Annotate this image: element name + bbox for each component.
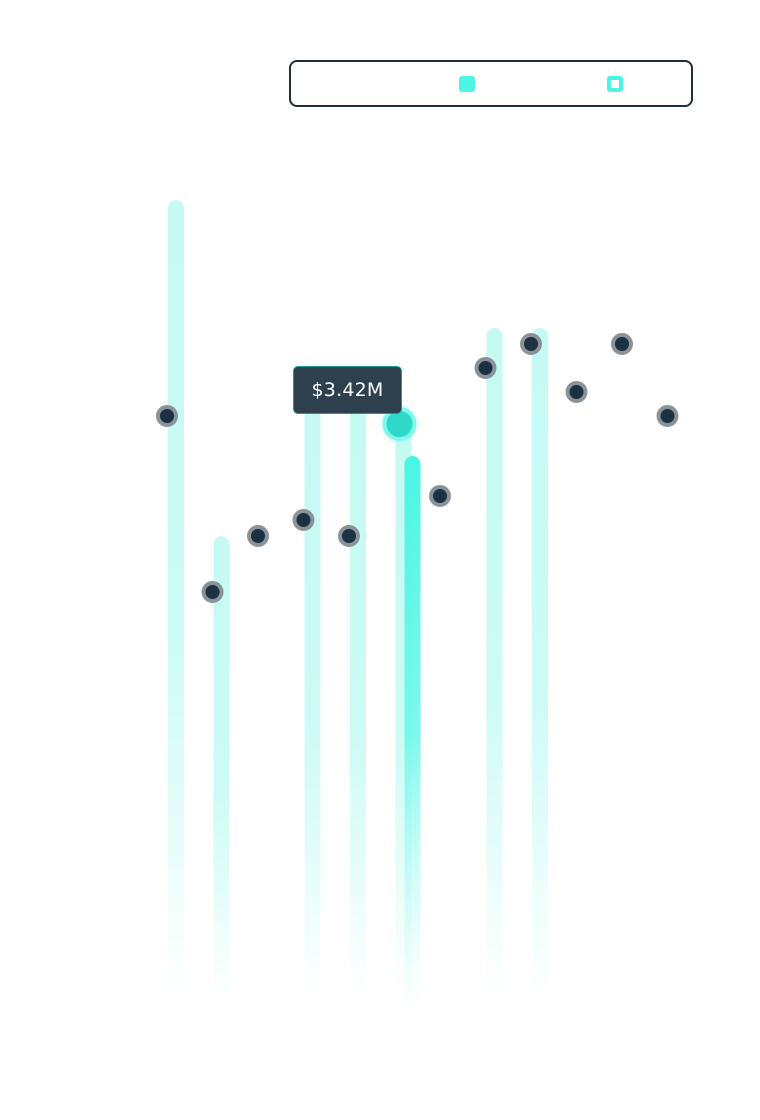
- tooltip-value: $3.42M: [311, 379, 384, 401]
- points-layer: [156, 333, 679, 603]
- point-7[interactable]: [429, 485, 451, 507]
- point-4[interactable]: [292, 509, 315, 531]
- bar-5[interactable]: [350, 408, 366, 1000]
- point-12[interactable]: [656, 405, 679, 427]
- legend-swatch-series-1[interactable]: [459, 76, 475, 92]
- point-11[interactable]: [611, 333, 633, 355]
- bar-highlighted[interactable]: [404, 456, 421, 1015]
- point-8[interactable]: [474, 357, 497, 379]
- bar-4[interactable]: [304, 408, 321, 1000]
- point-1[interactable]: [156, 405, 178, 427]
- bar-1[interactable]: [168, 200, 184, 1000]
- legend: [289, 60, 693, 107]
- bar-8[interactable]: [486, 328, 503, 1000]
- bar-9[interactable]: [532, 328, 548, 1000]
- point-2[interactable]: [201, 581, 224, 603]
- value-tooltip: $3.42M: [293, 366, 402, 414]
- bars-layer: [168, 200, 548, 1015]
- point-10[interactable]: [565, 381, 588, 403]
- point-3[interactable]: [247, 525, 269, 547]
- point-active[interactable]: [382, 407, 417, 441]
- point-5[interactable]: [338, 525, 360, 547]
- legend-swatch-series-2[interactable]: [607, 76, 623, 92]
- bar-2[interactable]: [213, 536, 230, 1000]
- point-9[interactable]: [520, 333, 542, 355]
